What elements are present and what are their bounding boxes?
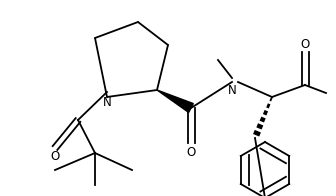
Text: N: N (102, 95, 111, 109)
Text: NH$_2$: NH$_2$ (334, 85, 336, 99)
Text: O: O (50, 151, 59, 163)
Text: N: N (227, 83, 236, 96)
Polygon shape (157, 90, 193, 113)
Text: O: O (300, 37, 310, 51)
Text: O: O (186, 146, 196, 160)
